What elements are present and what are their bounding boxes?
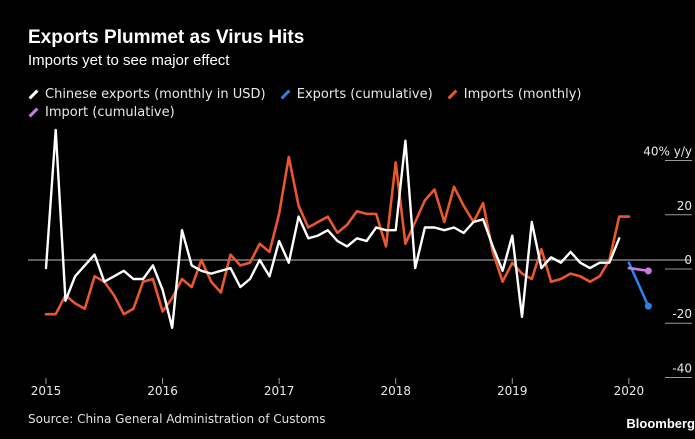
y-tick-label: 0	[684, 253, 692, 267]
x-tick-label: 2019	[497, 384, 528, 398]
series-end-point	[644, 302, 652, 310]
source-note: Source: China General Administration of …	[28, 412, 326, 426]
legend-label: Exports (cumulative)	[296, 87, 433, 102]
legend: Chinese exports (monthly in USD) Exports…	[28, 86, 678, 122]
series-line	[44, 128, 621, 329]
x-tick-label: 2017	[264, 384, 295, 398]
legend-item-imports-monthly: Imports (monthly)	[447, 86, 582, 104]
y-tick-label: -20	[672, 307, 692, 321]
y-tick-label: 40% y/y	[643, 145, 692, 159]
legend-label: Imports (monthly)	[463, 87, 582, 102]
chart-title: Exports Plummet as Virus Hits	[28, 27, 305, 48]
bloomberg-logo: Bloomberg	[626, 416, 695, 431]
series-line	[44, 155, 631, 316]
legend-label: Chinese exports (monthly in USD)	[45, 87, 266, 102]
legend-label: Import (cumulative)	[45, 105, 175, 120]
y-tick-label: 20	[677, 199, 692, 213]
legend-item-exports-cumulative: Exports (cumulative)	[280, 86, 433, 104]
x-tick-label: 2020	[614, 384, 645, 398]
chart-subtitle: Imports yet to see major effect	[28, 52, 230, 69]
legend-item-chinese-exports: Chinese exports (monthly in USD)	[28, 86, 266, 104]
legend-item-import-cumulative: Import (cumulative)	[28, 104, 175, 122]
x-tick-label: 2018	[380, 384, 411, 398]
y-tick-label: -40	[672, 361, 692, 375]
x-tick-label: 2016	[147, 384, 178, 398]
series-line	[627, 261, 650, 308]
series-end-point	[644, 267, 652, 275]
x-tick-label: 2015	[31, 384, 62, 398]
